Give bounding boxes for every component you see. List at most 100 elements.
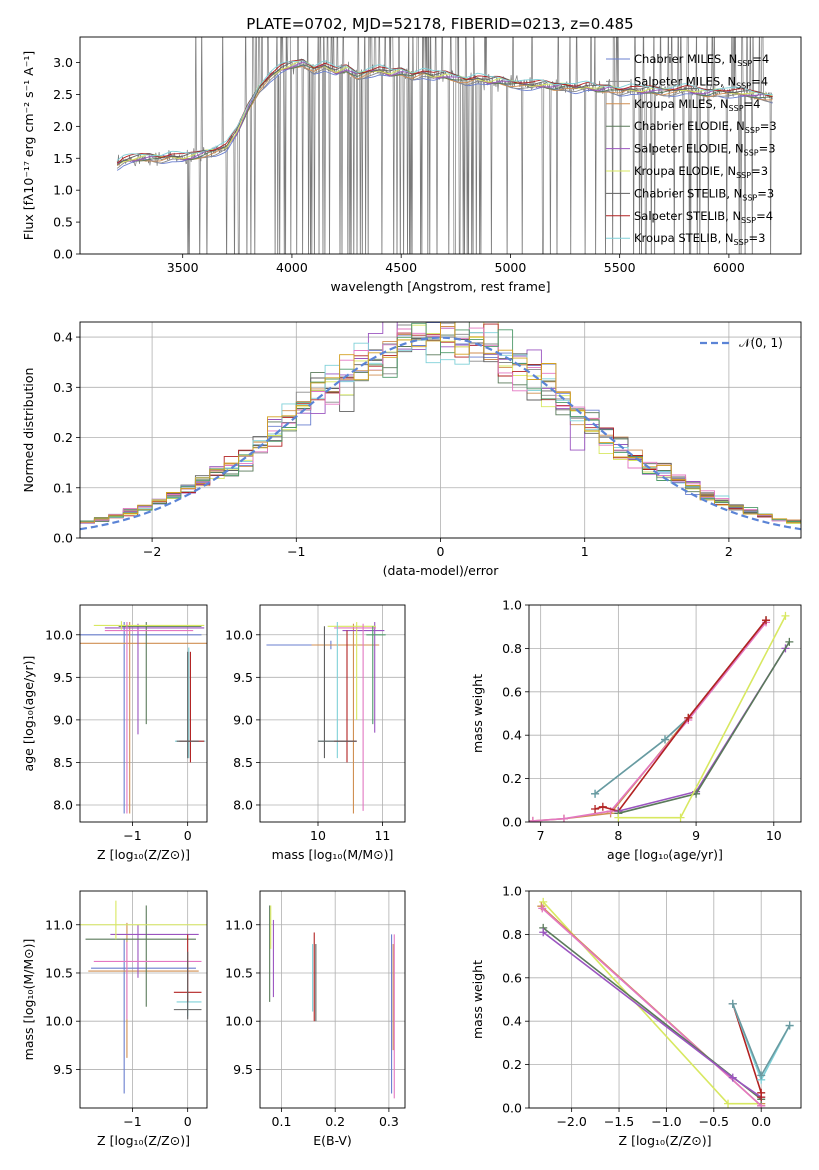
axes-frame — [528, 604, 802, 823]
legend: 𝒩(0, 1) — [700, 336, 783, 350]
y-tick-label: 10.0 — [45, 1014, 73, 1029]
y-tick-label: 0.0 — [502, 1101, 522, 1116]
x-tick-label: 4000 — [276, 260, 308, 275]
plus-marker — [728, 999, 737, 1008]
legend-entry: Kroupa ELODIE, NSSP=3 — [634, 164, 768, 180]
plus-marker — [539, 897, 548, 906]
legend-entry: 𝒩(0, 1) — [739, 336, 783, 350]
x-tick-label: −2.0 — [556, 1114, 586, 1129]
x-tick-label: 6000 — [713, 260, 745, 275]
panel-mass_vs_Z: −1 0 9.5 10.0 10.5 11.0 Z [log₁₀(Z/Z⊙)] mass [l… — [21, 890, 208, 1148]
y-tick-label: 9.5 — [233, 670, 253, 685]
x-tick-label: 11 — [374, 828, 390, 843]
y-tick-label: 0.4 — [502, 728, 522, 743]
axes-frame — [79, 890, 208, 1109]
axes-frame — [79, 36, 802, 255]
axes-frame — [259, 604, 406, 823]
x-tick-label: −1 — [123, 828, 141, 843]
y-axis-label: mass weight — [470, 960, 485, 1039]
plus-marker — [591, 789, 600, 798]
plus-marker — [724, 1099, 733, 1108]
panel-residuals: −2 −1 0 1 2 0.0 0.1 0.2 0.3 0.4 (data-model)/error… — [21, 321, 802, 578]
x-axis-label: Z [log₁₀(Z/Z⊙)] — [97, 847, 190, 862]
legend-entry: Chabrier ELODIE, NSSP=3 — [634, 119, 777, 135]
y-tick-label: 9.0 — [233, 712, 253, 727]
errorbar-point-1 — [311, 623, 380, 814]
x-axis-label: mass [log₁₀(M/M⊙)] — [272, 847, 394, 862]
x-tick-label: −1 — [123, 1114, 141, 1129]
errorbar-point-3 — [118, 622, 202, 725]
y-tick-label: 10.5 — [45, 965, 73, 980]
y-tick-label: 10.0 — [225, 627, 253, 642]
x-tick-label: −1 — [287, 544, 305, 559]
model-line-8 — [116, 60, 773, 161]
x-tick-label: 3500 — [167, 260, 199, 275]
y-tick-label: 9.5 — [233, 1062, 253, 1077]
x-tick-label: 0.1 — [272, 1114, 292, 1129]
x-tick-label: 10 — [310, 828, 326, 843]
y-axis-label: mass [log₁₀(M/M⊙)] — [21, 939, 36, 1061]
plus-marker — [684, 713, 693, 722]
x-tick-label: 0 — [184, 1114, 192, 1129]
plus-marker — [591, 804, 600, 813]
y-tick-label: 0.8 — [502, 641, 522, 656]
y-tick-label: 10.0 — [45, 627, 73, 642]
errorbar-point-0 — [80, 622, 202, 814]
x-axis-label: Z [log₁₀(Z/Z⊙)] — [619, 1133, 712, 1148]
panel-spectrum: 3500 4000 4500 5000 5500 6000 0.0 0.5 1.0 1.5 2.0 2… — [21, 36, 802, 294]
plus-marker — [539, 928, 548, 937]
errorbar-point-8 — [176, 651, 199, 759]
x-tick-label: 7 — [537, 828, 545, 843]
errorbar-point-4 — [334, 623, 376, 811]
mass-weight-line-6 — [618, 641, 790, 815]
figure-title: PLATE=0702, MJD=52178, FIBERID=0213, z=0… — [246, 15, 633, 33]
legend-entry: Chabrier MILES, NSSP=4 — [634, 52, 769, 68]
y-tick-label: 9.5 — [53, 1062, 73, 1077]
y-tick-label: 0.2 — [502, 771, 522, 786]
x-axis-label: (data-model)/error — [383, 563, 500, 578]
errorbar-point-3 — [85, 905, 196, 1007]
y-axis-label: mass weight — [470, 674, 485, 753]
x-tick-label: 0 — [184, 828, 192, 843]
y-tick-label: 11.0 — [225, 917, 253, 932]
errorbar-point-8 — [173, 951, 202, 1020]
errorbar-point-5 — [104, 622, 194, 814]
model-line-5 — [116, 59, 773, 165]
plus-marker — [757, 1093, 766, 1102]
legend-entry: Chabrier STELIB, NSSP=3 — [634, 186, 774, 202]
x-axis-label: Z [log₁₀(Z/Z⊙)] — [97, 1133, 190, 1148]
errorbar-point-5 — [93, 942, 202, 1020]
panel-mass_vs_ebv: 0.1 0.2 0.3 9.5 10.0 10.5 11.0 E(B-V) — [225, 890, 406, 1148]
plus-marker — [559, 814, 568, 822]
errorbar-point-8 — [366, 626, 386, 725]
plus-marker — [661, 735, 669, 744]
plus-marker — [757, 1071, 766, 1080]
y-tick-label: 0.2 — [502, 1057, 522, 1072]
x-axis-label: E(B-V) — [313, 1133, 352, 1148]
y-tick-label: 8.5 — [53, 755, 73, 770]
y-tick-label: 0.8 — [502, 927, 522, 942]
y-tick-label: 1.0 — [502, 884, 522, 899]
legend: Chabrier MILES, NSSP=4 Salpeter MILES, NS… — [606, 52, 777, 247]
errorbar-point-7 — [179, 651, 205, 763]
mass-weight-line-4 — [542, 931, 762, 1098]
errorbar-point-0 — [91, 939, 196, 1094]
mass-weight-line-7 — [618, 615, 787, 819]
x-tick-label: 8 — [614, 828, 622, 843]
y-tick-label: 9.0 — [53, 712, 73, 727]
y-tick-label: 8.0 — [233, 797, 253, 812]
errorbar-point-2 — [104, 623, 205, 735]
legend-entry: Kroupa MILES, NSSP=4 — [634, 97, 760, 113]
axes-frame — [259, 890, 406, 1109]
plot-area — [80, 900, 207, 1094]
x-tick-label: 0.0 — [751, 1114, 771, 1129]
mass-weight-line-2 — [541, 907, 762, 1107]
y-axis-label: Normed distribution — [21, 368, 36, 493]
errorbar-point-2 — [110, 924, 199, 978]
errorbar-point-6 — [176, 992, 202, 1017]
plot-area — [266, 622, 386, 814]
x-tick-label: 9 — [692, 828, 700, 843]
y-tick-label: 8.0 — [53, 797, 73, 812]
x-tick-label: 0.3 — [379, 1114, 399, 1129]
axes-frame — [528, 890, 802, 1109]
